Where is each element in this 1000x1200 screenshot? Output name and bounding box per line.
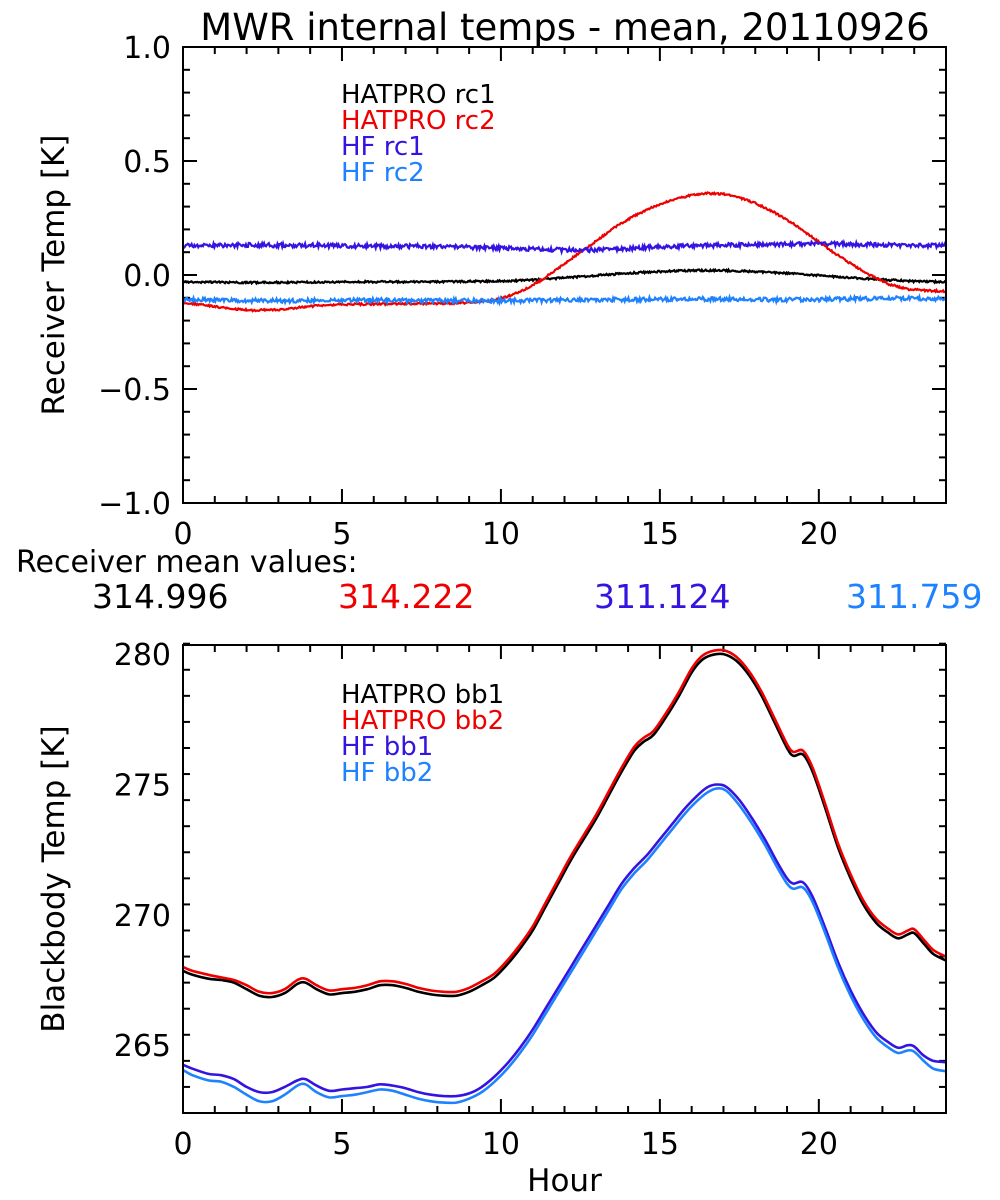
legend-item-hatpro-bb1: HATPRO bb1	[341, 680, 505, 710]
y-tick-label: 275	[114, 768, 171, 803]
mean-value-hatpro-rc1: 314.996	[92, 577, 229, 616]
x-tick-label: 15	[641, 1127, 679, 1162]
y-tick-label: 280	[114, 638, 171, 673]
x-axis-label: Hour	[527, 1163, 602, 1199]
chart-frame	[182, 644, 947, 1114]
series-line-hf-rc1	[183, 238, 946, 256]
series-line-hf-rc2	[183, 293, 946, 307]
x-tick-label: 10	[482, 1127, 520, 1162]
blackbody-legend: HATPRO bb1 HATPRO bb2 HF bb1 HF bb2	[341, 682, 504, 786]
series-line-hatpro-rc1	[183, 267, 946, 286]
legend-item-hf-rc2: HF rc2	[341, 158, 425, 188]
x-tick-label: 5	[332, 1127, 351, 1162]
legend-item-hatpro-rc1: HATPRO rc1	[341, 80, 496, 110]
x-tick-label: 15	[641, 517, 679, 552]
legend-item-hf-rc1: HF rc1	[341, 132, 425, 162]
mean-value-hatpro-rc2: 314.222	[338, 577, 475, 616]
series-line-hatpro-bb2	[183, 648, 946, 995]
y-tick-label: 1.0	[123, 31, 171, 66]
y-tick-label: 0.0	[123, 259, 171, 294]
series-line-hf-bb2	[183, 787, 946, 1105]
series-line-hf-bb1	[183, 783, 946, 1098]
y-tick-label: −1.0	[98, 487, 171, 522]
mean-value-hf-rc2: 311.759	[846, 577, 983, 616]
y-tick-label: 270	[114, 899, 171, 934]
x-tick-label: 20	[800, 517, 838, 552]
x-tick-label: 0	[173, 1127, 192, 1162]
series-line-hatpro-rc2	[183, 190, 946, 313]
legend-item-hatpro-bb2: HATPRO bb2	[341, 706, 505, 736]
mean-value-hf-rc1: 311.124	[594, 577, 731, 616]
x-tick-label: 20	[800, 1127, 838, 1162]
legend-item-hf-bb2: HF bb2	[341, 758, 434, 788]
legend-item-hatpro-rc2: HATPRO rc2	[341, 106, 496, 136]
chart-title: MWR internal temps - mean, 20110926	[200, 6, 930, 49]
x-tick-label: 5	[332, 517, 351, 552]
y-tick-label: 0.5	[123, 145, 171, 180]
legend-item-hf-bb1: HF bb1	[341, 732, 434, 762]
y-axis-label: Blackbody Temp [K]	[36, 725, 72, 1032]
y-tick-label: 265	[114, 1029, 171, 1064]
receiver-legend: HATPRO rc1 HATPRO rc2 HF rc1 HF rc2	[341, 82, 496, 186]
y-tick-label: −0.5	[98, 373, 171, 408]
x-tick-label: 10	[482, 517, 520, 552]
y-axis-label: Receiver Temp [K]	[36, 135, 72, 416]
receiver-mean-values-label: Receiver mean values:	[16, 545, 358, 580]
chart-frame	[182, 46, 947, 504]
x-tick-label: 0	[173, 517, 192, 552]
